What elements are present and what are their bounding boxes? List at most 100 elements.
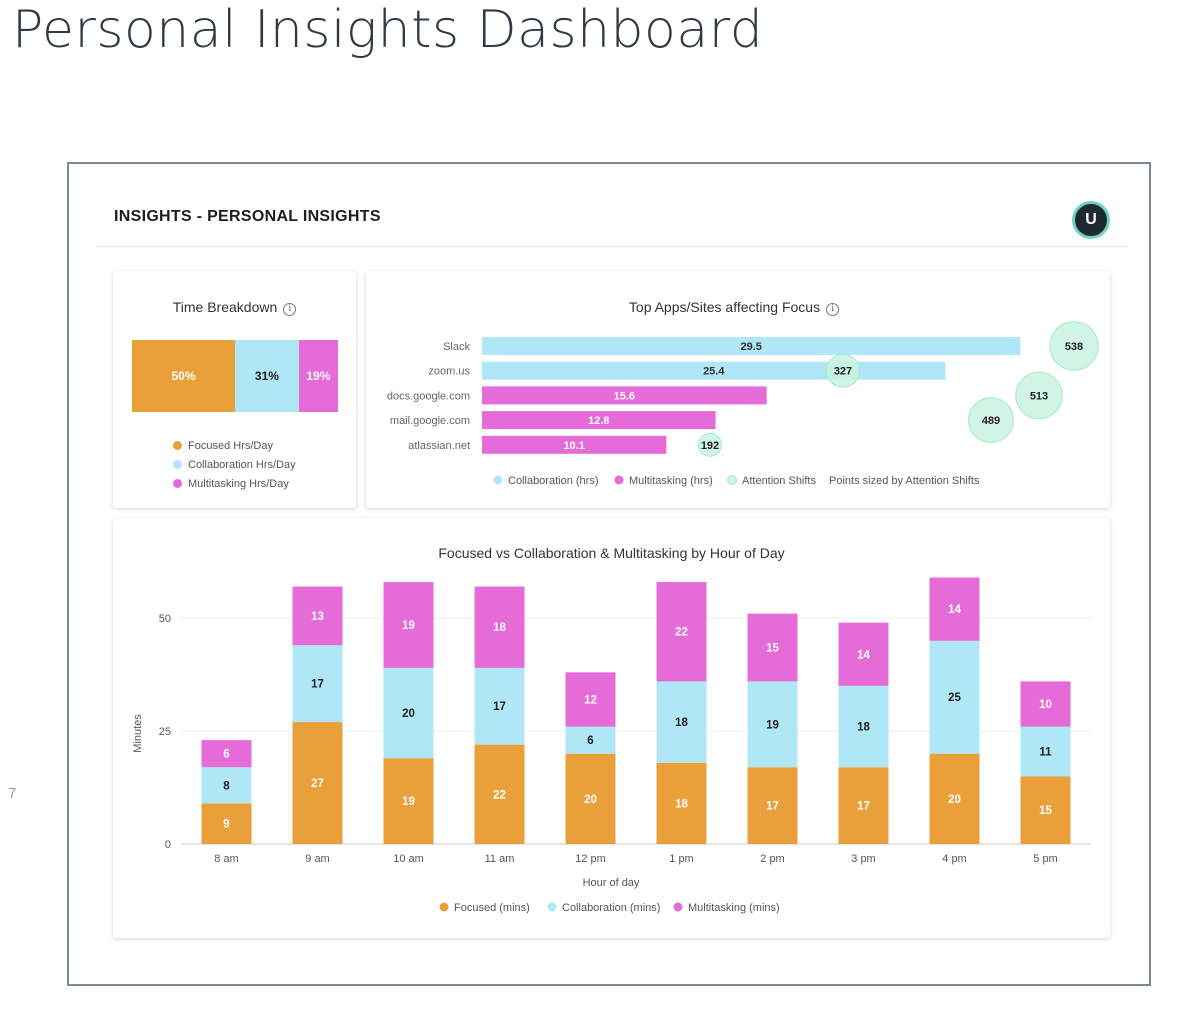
legend-note: Points sized by Attention Shifts bbox=[829, 475, 980, 487]
x-tick-label: 5 pm bbox=[1033, 853, 1057, 865]
bar-segment-multitasking[interactable] bbox=[383, 582, 434, 668]
page-title: INSIGHTS - PERSONAL INSIGHTS bbox=[114, 208, 381, 225]
bar-segment-collaboration[interactable] bbox=[474, 667, 525, 745]
legend-collaboration-dot-icon bbox=[547, 902, 557, 912]
bar-segment-collaboration[interactable] bbox=[383, 667, 434, 759]
bar-value-label: 19 bbox=[766, 719, 779, 731]
y-tick-label: 50 bbox=[159, 613, 171, 625]
app-bar[interactable] bbox=[482, 386, 767, 405]
attention-bubble[interactable] bbox=[1049, 321, 1099, 371]
attention-bubble[interactable] bbox=[697, 432, 723, 457]
x-tick-label: 2 pm bbox=[760, 853, 784, 865]
attention-bubble-value: 513 bbox=[1030, 390, 1048, 402]
bar-segment-collaboration[interactable] bbox=[929, 640, 980, 754]
bar-segment-focused[interactable] bbox=[929, 753, 980, 844]
bar-value-label: 14 bbox=[948, 604, 961, 616]
info-icon[interactable]: i bbox=[283, 303, 297, 316]
bar-segment-focused[interactable] bbox=[474, 744, 525, 844]
bar-segment-focused[interactable] bbox=[565, 753, 616, 844]
legend-focused: Focused (mins) bbox=[454, 902, 530, 914]
page-number: 7 bbox=[8, 785, 17, 802]
bar-segment-multitasking[interactable] bbox=[292, 586, 343, 646]
time-breakdown-title-text: Time Breakdown bbox=[172, 299, 278, 315]
app-label: atlassian.net bbox=[408, 440, 470, 452]
bar-segment-multitasking[interactable] bbox=[747, 613, 798, 682]
bar-segment-multitasking[interactable] bbox=[656, 582, 707, 682]
slide-title: Personal Insights Dashboard bbox=[12, 0, 764, 60]
attention-bubble[interactable] bbox=[968, 397, 1014, 444]
attention-bubble[interactable] bbox=[1015, 371, 1063, 420]
x-tick-label: 10 am bbox=[393, 853, 424, 865]
legend-multitasking: Multitasking Hrs/Day bbox=[173, 478, 289, 490]
bar-value-label: 17 bbox=[311, 679, 324, 691]
dashboard-frame: INSIGHTS - PERSONAL INSIGHTS U Time Brea… bbox=[67, 162, 1151, 986]
bar-segment-focused[interactable] bbox=[656, 762, 707, 844]
time-segment-focused[interactable]: 50% bbox=[132, 340, 235, 412]
bar-value-label: 27 bbox=[311, 778, 324, 790]
app-bar[interactable] bbox=[482, 411, 716, 430]
legend-attention-shifts-dot-icon bbox=[727, 475, 737, 485]
time-segment-label: 31% bbox=[254, 369, 279, 383]
legend-multitasking-label: Multitasking Hrs/Day bbox=[188, 478, 289, 490]
attention-bubble-value: 327 bbox=[834, 366, 852, 378]
legend-multitasking: Multitasking (hrs) bbox=[629, 475, 713, 487]
bar-segment-multitasking[interactable] bbox=[1020, 681, 1071, 727]
bar-segment-focused[interactable] bbox=[201, 803, 252, 844]
app-label: mail.google.com bbox=[390, 415, 470, 427]
bar-segment-collaboration[interactable] bbox=[292, 645, 343, 723]
info-icon[interactable]: i bbox=[826, 303, 840, 316]
top-apps-title-text: Top Apps/Sites affecting Focus bbox=[628, 299, 821, 315]
x-tick-label: 4 pm bbox=[942, 853, 966, 865]
bar-value-label: 17 bbox=[766, 801, 779, 813]
bar-value-label: 13 bbox=[311, 611, 324, 623]
top-apps-chart: Slack 29.5 zoom.us 25.4 docs.google.com 15.6 m… bbox=[387, 321, 1099, 487]
app-bar[interactable] bbox=[482, 435, 667, 454]
bar-segment-multitasking[interactable] bbox=[201, 740, 252, 768]
legend-attention-shifts: Attention Shifts bbox=[742, 475, 816, 487]
avatar[interactable]: U bbox=[1072, 201, 1110, 239]
bar-value-label: 20 bbox=[584, 794, 597, 806]
bar-segment-multitasking[interactable] bbox=[474, 586, 525, 668]
bar-segment-collaboration[interactable] bbox=[656, 681, 707, 763]
app-bar-value: 12.8 bbox=[588, 415, 609, 427]
bar-segment-focused[interactable] bbox=[838, 767, 889, 844]
app-bar-value: 15.6 bbox=[614, 390, 635, 402]
bar-segment-focused[interactable] bbox=[292, 722, 343, 844]
multitasking-dot-icon bbox=[173, 479, 182, 488]
bar-value-label: 15 bbox=[766, 643, 779, 655]
bar-segment-multitasking[interactable] bbox=[929, 577, 980, 641]
bar-value-label: 18 bbox=[675, 798, 688, 810]
attention-bubble-value: 538 bbox=[1065, 341, 1083, 353]
bar-segment-multitasking[interactable] bbox=[565, 672, 616, 727]
bar-value-label: 12 bbox=[584, 694, 597, 706]
time-breakdown-bar: 50% 31% 19% bbox=[132, 340, 338, 412]
time-segment-multitasking[interactable]: 19% bbox=[298, 340, 338, 412]
bar-value-label: 20 bbox=[948, 794, 961, 806]
bar-segment-collaboration[interactable] bbox=[838, 685, 889, 768]
bar-segment-focused[interactable] bbox=[747, 767, 798, 844]
legend-multitasking: Multitasking (mins) bbox=[688, 902, 780, 914]
bar-segment-focused[interactable] bbox=[383, 758, 434, 844]
app-bar[interactable] bbox=[482, 337, 1021, 355]
time-segment-label: 50% bbox=[171, 369, 196, 383]
bar-value-label: 18 bbox=[857, 722, 870, 734]
attention-bubble-value: 192 bbox=[701, 440, 719, 452]
bar-value-label: 6 bbox=[223, 749, 229, 761]
bar-segment-collaboration[interactable] bbox=[1020, 726, 1071, 777]
attention-bubble[interactable] bbox=[826, 353, 860, 388]
bar-segment-collaboration[interactable] bbox=[747, 681, 798, 768]
bar-value-label: 20 bbox=[402, 708, 415, 720]
time-segment-collaboration[interactable]: 31% bbox=[235, 340, 299, 412]
bar-segment-collaboration[interactable] bbox=[201, 767, 252, 804]
x-tick-label: 3 pm bbox=[851, 853, 875, 865]
attention-bubble-value: 489 bbox=[982, 415, 1000, 427]
bar-segment-collaboration[interactable] bbox=[565, 726, 616, 754]
bar-segment-multitasking[interactable] bbox=[838, 622, 889, 686]
hour-of-day-chart: 0 25 50 Minutes 9 8 6 8 am 27 17 13 9 am 19 20 19 10 am… bbox=[132, 577, 1091, 914]
legend-focused-label: Focused Hrs/Day bbox=[188, 440, 273, 452]
time-breakdown-title: Time Breakdown i bbox=[113, 299, 356, 316]
bar-segment-focused[interactable] bbox=[1020, 776, 1071, 844]
legend-focused-dot-icon bbox=[439, 902, 449, 912]
app-bar-value: 25.4 bbox=[703, 366, 725, 378]
legend-collaboration: Collaboration (hrs) bbox=[508, 475, 598, 487]
